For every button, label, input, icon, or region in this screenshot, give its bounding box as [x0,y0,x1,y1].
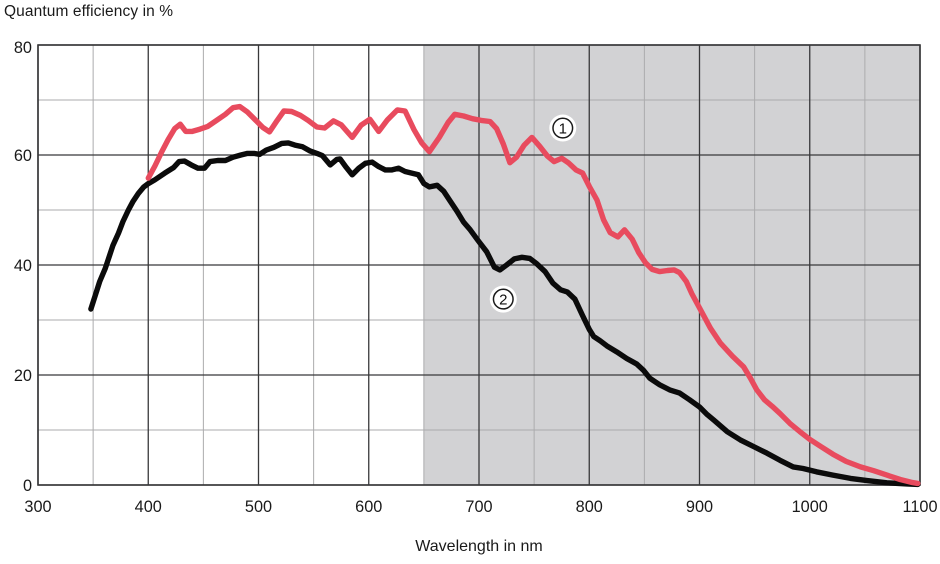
gridlines [37,44,921,486]
x-tick-label: 500 [245,498,272,516]
series-markers: 12 [489,114,577,313]
marker-ring [492,288,514,310]
marker-number: 1 [559,120,567,137]
curve-2-path [88,140,921,488]
y-tick-label: 0 [23,477,32,495]
x-tick-label: 1000 [792,498,828,516]
y-tick-label: 60 [14,147,32,165]
y-tick-label: 20 [14,367,32,385]
x-tick-label: 700 [465,498,492,516]
y-tick-label: 40 [14,257,32,275]
x-tick-label: 1100 [902,498,937,516]
y-tick-label: 80 [14,39,32,57]
marker-number: 2 [499,292,507,309]
curves [88,103,921,488]
tick-labels: 0 20 40 60 80 300 400 500 600 700 800 900 1000 1100 [14,39,938,516]
x-tick-label: 900 [686,498,713,516]
x-tick-label: 400 [135,498,162,516]
x-tick-label: 800 [576,498,603,516]
y-axis-title: Quantum efficiency in % [4,3,174,20]
curve-1-path [145,103,921,487]
marker-ring [552,117,574,139]
x-tick-label: 600 [355,498,382,516]
series-marker-2: 2 [489,285,517,313]
x-tick-label: 300 [24,498,51,516]
plot-frame [37,44,921,486]
x-axis-label: Wavelength in nm [415,538,543,555]
series-marker-1: 1 [549,114,577,142]
